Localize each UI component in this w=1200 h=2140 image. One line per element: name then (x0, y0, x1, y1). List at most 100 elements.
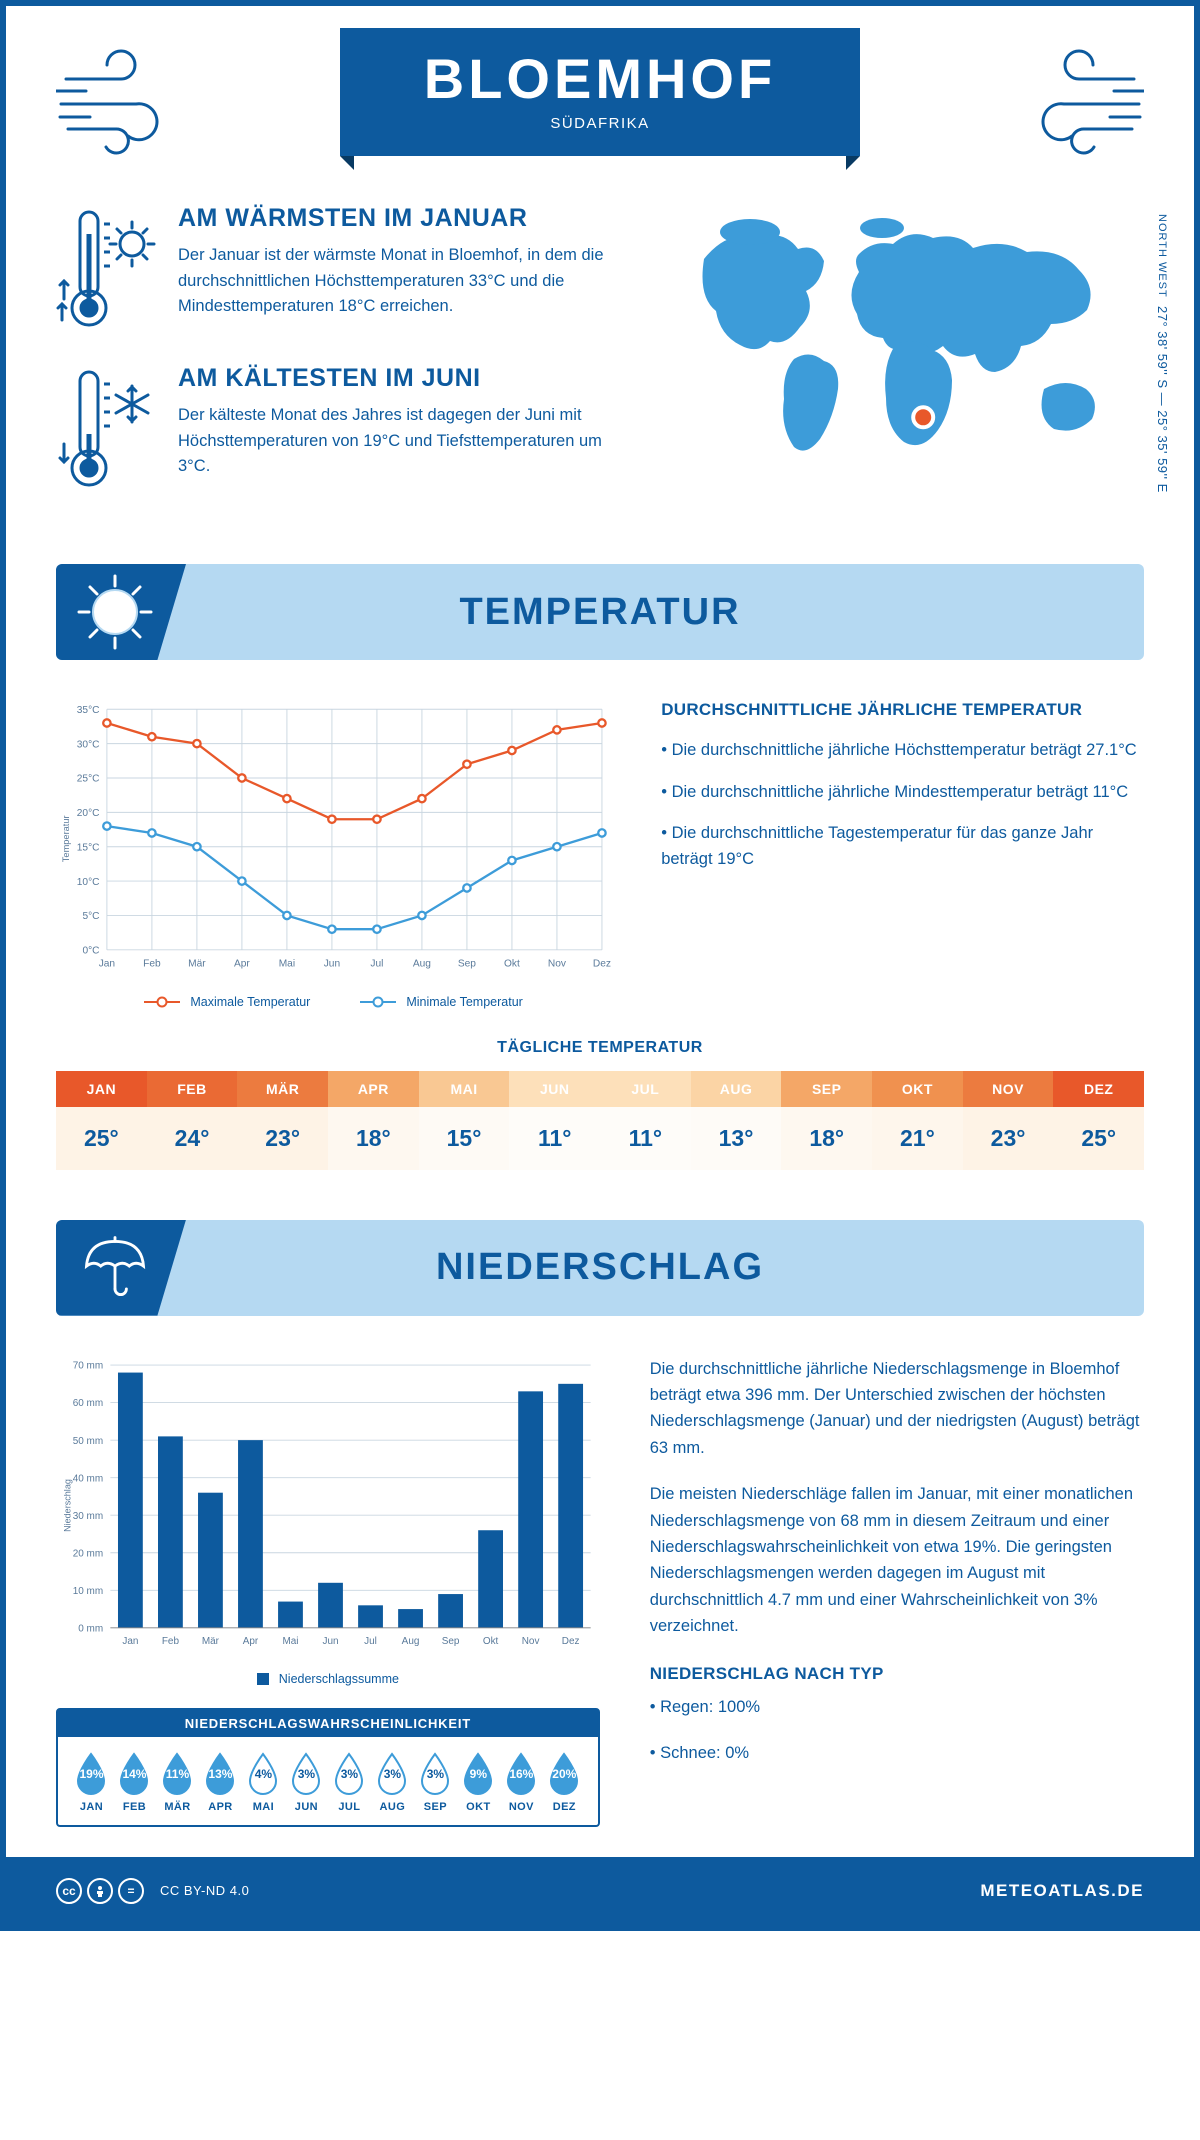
banner-title: NIEDERSCHLAG (436, 1246, 764, 1289)
svg-text:Apr: Apr (234, 958, 250, 969)
svg-text:30°C: 30°C (77, 739, 100, 750)
daily-col: MÄR23° (237, 1071, 328, 1170)
thermometer-sun-icon (56, 204, 156, 334)
svg-text:Dez: Dez (562, 1636, 580, 1647)
fact-cold-body: Der kälteste Monat des Jahres ist dagege… (178, 403, 624, 480)
fact-warmest: AM WÄRMSTEN IM JANUAR Der Januar ist der… (56, 204, 624, 334)
svg-text:Sep: Sep (458, 958, 476, 969)
svg-text:Okt: Okt (504, 958, 520, 969)
sun-icon (56, 564, 186, 660)
svg-text:Nov: Nov (548, 958, 567, 969)
drop-col: 3%JUL (328, 1751, 371, 1813)
svg-text:Sep: Sep (442, 1636, 460, 1647)
infographic-page: BLOEMHOF SÜDAFRIKA AM WÄRMSTEN IM JANUAR… (0, 0, 1200, 1931)
fact-coldest: AM KÄLTESTEN IM JUNI Der kälteste Monat … (56, 364, 624, 494)
fact-cold-title: AM KÄLTESTEN IM JUNI (178, 364, 624, 393)
svg-text:Jan: Jan (99, 958, 115, 969)
world-map: NORTH WEST 27° 38' 59'' S — 25° 35' 59''… (664, 204, 1144, 524)
svg-text:Feb: Feb (143, 958, 161, 969)
coordinates: NORTH WEST 27° 38' 59'' S — 25° 35' 59''… (1155, 214, 1170, 493)
svg-text:50 mm: 50 mm (73, 1435, 103, 1446)
intro-row: AM WÄRMSTEN IM JANUAR Der Januar ist der… (56, 204, 1144, 524)
daily-col: JUN11° (509, 1071, 600, 1170)
svg-text:Nov: Nov (522, 1636, 540, 1647)
svg-text:Jul: Jul (370, 958, 383, 969)
svg-text:Aug: Aug (402, 1636, 420, 1647)
svg-text:Mär: Mär (188, 958, 206, 969)
title-ribbon: BLOEMHOF SÜDAFRIKA (340, 28, 860, 156)
precipitation-probability: NIEDERSCHLAGSWAHRSCHEINLICHKEIT 19%JAN14… (56, 1708, 600, 1827)
svg-text:10 mm: 10 mm (73, 1586, 103, 1597)
svg-text:Jul: Jul (364, 1636, 377, 1647)
by-icon (87, 1878, 113, 1904)
temperature-info: DURCHSCHNITTLICHE JÄHRLICHE TEMPERATUR •… (661, 700, 1144, 1009)
svg-text:25°C: 25°C (77, 774, 100, 785)
license-text: CC BY-ND 4.0 (160, 1883, 249, 1898)
footer: cc = CC BY-ND 4.0 METEOATLAS.DE (6, 1857, 1194, 1925)
daily-temp-title: TÄGLICHE TEMPERATUR (56, 1039, 1144, 1057)
cc-icons: cc = (56, 1878, 144, 1904)
drop-col: 19%JAN (70, 1751, 113, 1813)
svg-text:10°C: 10°C (77, 877, 100, 888)
page-title: BLOEMHOF (340, 46, 860, 111)
svg-text:Mai: Mai (279, 958, 295, 969)
daily-col: JAN25° (56, 1071, 147, 1170)
svg-text:40 mm: 40 mm (73, 1473, 103, 1484)
svg-text:5°C: 5°C (82, 911, 99, 922)
daily-col: APR18° (328, 1071, 419, 1170)
daily-temp-table: JAN25°FEB24°MÄR23°APR18°MAI15°JUN11°JUL1… (56, 1071, 1144, 1170)
daily-col: AUG13° (691, 1071, 782, 1170)
drop-col: 14%FEB (113, 1751, 156, 1813)
daily-col: NOV23° (963, 1071, 1054, 1170)
svg-text:20°C: 20°C (77, 808, 100, 819)
thermometer-snow-icon (56, 364, 156, 494)
svg-text:35°C: 35°C (77, 705, 100, 716)
svg-text:0°C: 0°C (82, 946, 99, 957)
cc-icon: cc (56, 1878, 82, 1904)
daily-col: JUL11° (600, 1071, 691, 1170)
chart-legend: Niederschlagssumme (56, 1672, 600, 1686)
svg-text:Niederschlag: Niederschlag (63, 1479, 73, 1532)
site-name: METEOATLAS.DE (980, 1881, 1144, 1901)
page-subtitle: SÜDAFRIKA (340, 115, 860, 132)
svg-text:Feb: Feb (162, 1636, 180, 1647)
drop-col: 13%APR (199, 1751, 242, 1813)
fact-warm-body: Der Januar ist der wärmste Monat in Bloe… (178, 243, 624, 320)
svg-text:Mär: Mär (202, 1636, 220, 1647)
svg-text:20 mm: 20 mm (73, 1548, 103, 1559)
drop-col: 16%NOV (500, 1751, 543, 1813)
section-banner-precipitation: NIEDERSCHLAG (56, 1220, 1144, 1316)
fact-warm-title: AM WÄRMSTEN IM JANUAR (178, 204, 624, 233)
wind-icon (56, 49, 186, 159)
temperature-line-chart: 0°C 5°C 10°C 15°C 20°C 25°C 30°C 35°C Jan Feb Mär A… (56, 700, 611, 1009)
precipitation-info: Die durchschnittliche jährliche Niedersc… (650, 1356, 1144, 1827)
svg-text:15°C: 15°C (77, 842, 100, 853)
header: BLOEMHOF SÜDAFRIKA (56, 34, 1144, 204)
banner-title: TEMPERATUR (459, 591, 740, 634)
daily-col: DEZ25° (1053, 1071, 1144, 1170)
svg-text:Jun: Jun (324, 958, 340, 969)
drop-col: 3%AUG (371, 1751, 414, 1813)
section-banner-temperature: TEMPERATUR (56, 564, 1144, 660)
svg-text:0 mm: 0 mm (78, 1623, 103, 1634)
chart-legend: Maximale Temperatur Minimale Temperatur (56, 995, 611, 1009)
drop-col: 3%SEP (414, 1751, 457, 1813)
drop-col: 3%JUN (285, 1751, 328, 1813)
nd-icon: = (118, 1878, 144, 1904)
drop-col: 11%MÄR (156, 1751, 199, 1813)
daily-col: OKT21° (872, 1071, 963, 1170)
daily-col: MAI15° (419, 1071, 510, 1170)
svg-text:70 mm: 70 mm (73, 1360, 103, 1371)
daily-col: SEP18° (781, 1071, 872, 1170)
svg-text:Okt: Okt (483, 1636, 499, 1647)
precipitation-bar-chart: 0 mm10 mm20 mm30 mm40 mm50 mm60 mm70 mmJ… (56, 1356, 600, 1686)
svg-text:30 mm: 30 mm (73, 1510, 103, 1521)
svg-text:Temperatur: Temperatur (61, 815, 71, 862)
daily-col: FEB24° (147, 1071, 238, 1170)
drop-col: 9%OKT (457, 1751, 500, 1813)
svg-text:Mai: Mai (282, 1636, 298, 1647)
svg-text:Apr: Apr (243, 1636, 259, 1647)
wind-icon (1014, 49, 1144, 159)
svg-text:Jun: Jun (322, 1636, 338, 1647)
drop-col: 4%MAI (242, 1751, 285, 1813)
